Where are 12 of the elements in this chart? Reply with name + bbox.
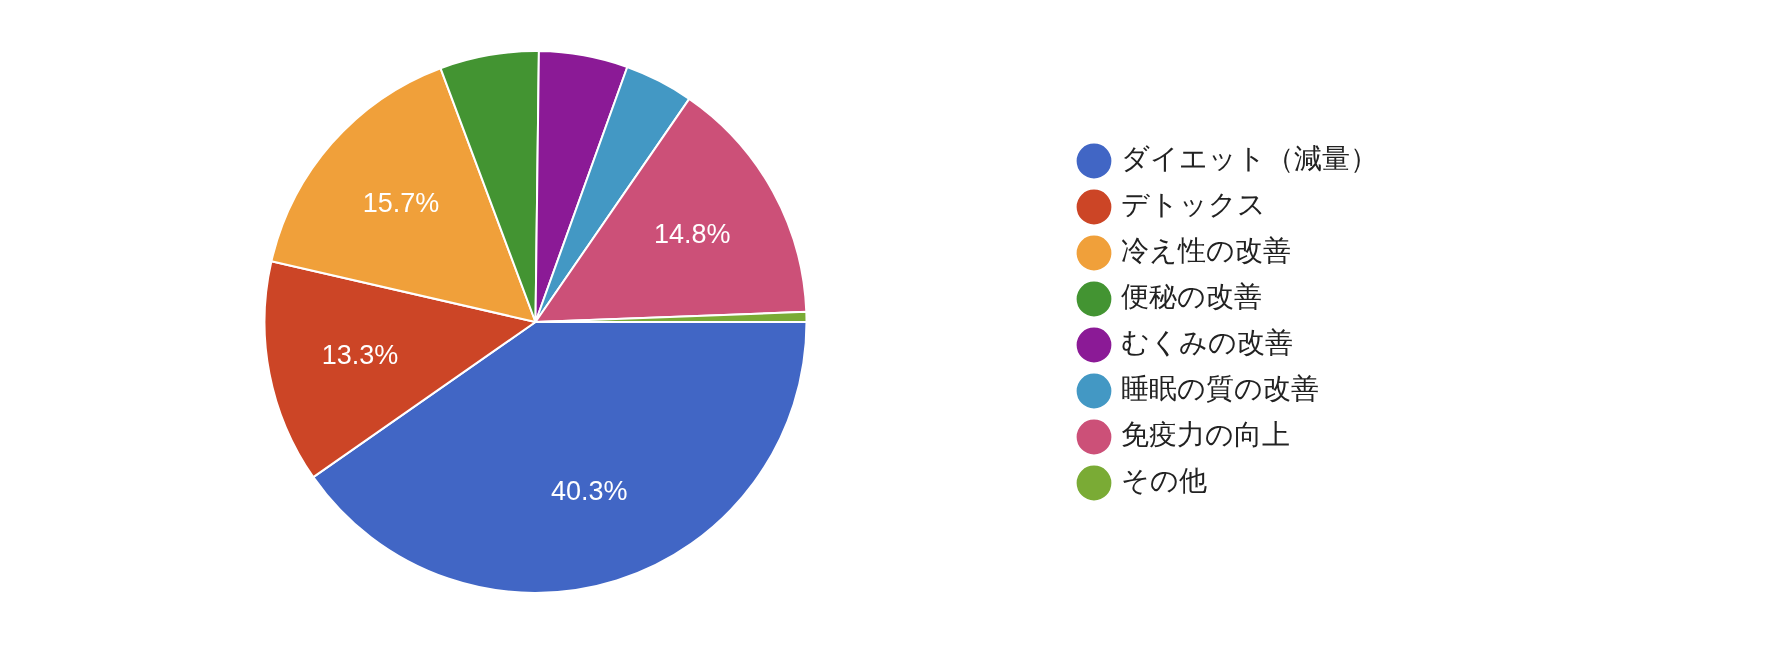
legend-label: その他 — [1121, 464, 1207, 498]
data-label: 14.8% — [653, 219, 731, 250]
data-label: 40.3% — [550, 476, 628, 507]
legend-label: 免疫力の向上 — [1121, 418, 1290, 452]
legend-label: 便秘の改善 — [1121, 280, 1262, 314]
legend-label: デトックス — [1121, 188, 1266, 222]
legend-label: ダイエット（減量） — [1121, 142, 1378, 176]
data-label: 15.7% — [362, 187, 440, 218]
legend-label: 睡眠の質の改善 — [1121, 372, 1319, 406]
data-label: 13.3% — [321, 339, 399, 370]
legend-label: 冷え性の改善 — [1121, 234, 1291, 268]
legend-label: むくみの改善 — [1121, 326, 1293, 360]
